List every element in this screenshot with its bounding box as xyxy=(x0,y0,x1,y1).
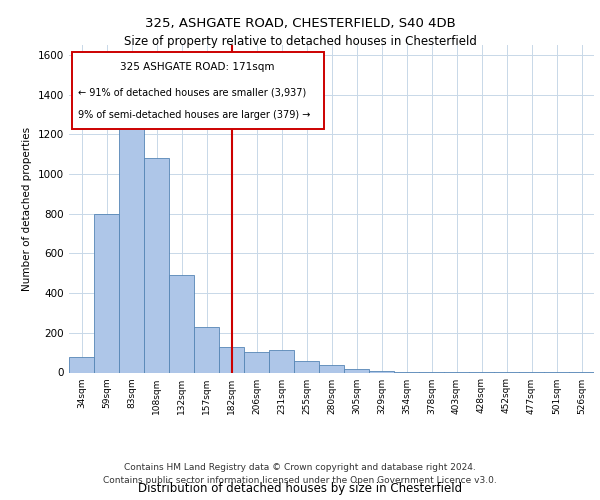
Bar xyxy=(69,356,94,372)
Bar xyxy=(144,158,169,372)
Bar xyxy=(119,114,144,372)
Bar xyxy=(369,371,394,372)
Text: Size of property relative to detached houses in Chesterfield: Size of property relative to detached ho… xyxy=(124,35,476,48)
Text: 325 ASHGATE ROAD: 171sqm: 325 ASHGATE ROAD: 171sqm xyxy=(121,62,275,72)
Bar xyxy=(319,364,344,372)
Bar xyxy=(269,350,294,372)
Text: Distribution of detached houses by size in Chesterfield: Distribution of detached houses by size … xyxy=(138,482,462,495)
Text: Contains HM Land Registry data © Crown copyright and database right 2024.: Contains HM Land Registry data © Crown c… xyxy=(124,464,476,472)
FancyBboxPatch shape xyxy=(71,52,323,128)
Bar xyxy=(244,352,269,372)
Bar xyxy=(94,214,119,372)
Bar xyxy=(344,369,369,372)
Bar xyxy=(294,360,319,372)
Text: 325, ASHGATE ROAD, CHESTERFIELD, S40 4DB: 325, ASHGATE ROAD, CHESTERFIELD, S40 4DB xyxy=(145,18,455,30)
Text: 9% of semi-detached houses are larger (379) →: 9% of semi-detached houses are larger (3… xyxy=(78,110,310,120)
Bar xyxy=(219,346,244,372)
Text: Contains public sector information licensed under the Open Government Licence v3: Contains public sector information licen… xyxy=(103,476,497,485)
Bar xyxy=(194,327,219,372)
Y-axis label: Number of detached properties: Number of detached properties xyxy=(22,126,32,291)
Bar xyxy=(169,275,194,372)
Text: ← 91% of detached houses are smaller (3,937): ← 91% of detached houses are smaller (3,… xyxy=(78,88,306,98)
